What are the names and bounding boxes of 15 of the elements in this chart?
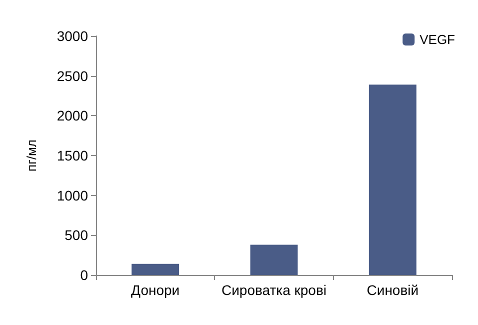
y-tick-label: 1000 bbox=[56, 187, 88, 204]
x-tick-label: Синовій bbox=[366, 282, 419, 298]
bar bbox=[250, 244, 298, 275]
y-tick-label: 1500 bbox=[56, 148, 88, 164]
y-tick-label: 2000 bbox=[56, 108, 88, 124]
y-tick-label: 3000 bbox=[56, 28, 88, 44]
legend-label: VEGF bbox=[420, 32, 456, 47]
y-tick-label: 2500 bbox=[56, 68, 88, 84]
y-axis-title: пг/мл bbox=[24, 140, 39, 172]
y-tick-label: 500 bbox=[64, 227, 88, 244]
x-tick-label: Донори bbox=[131, 282, 180, 298]
y-tick-label: 0 bbox=[80, 267, 88, 283]
bar bbox=[132, 264, 180, 275]
bar bbox=[368, 84, 416, 275]
x-tick-label: Сироватка крові bbox=[221, 282, 327, 298]
